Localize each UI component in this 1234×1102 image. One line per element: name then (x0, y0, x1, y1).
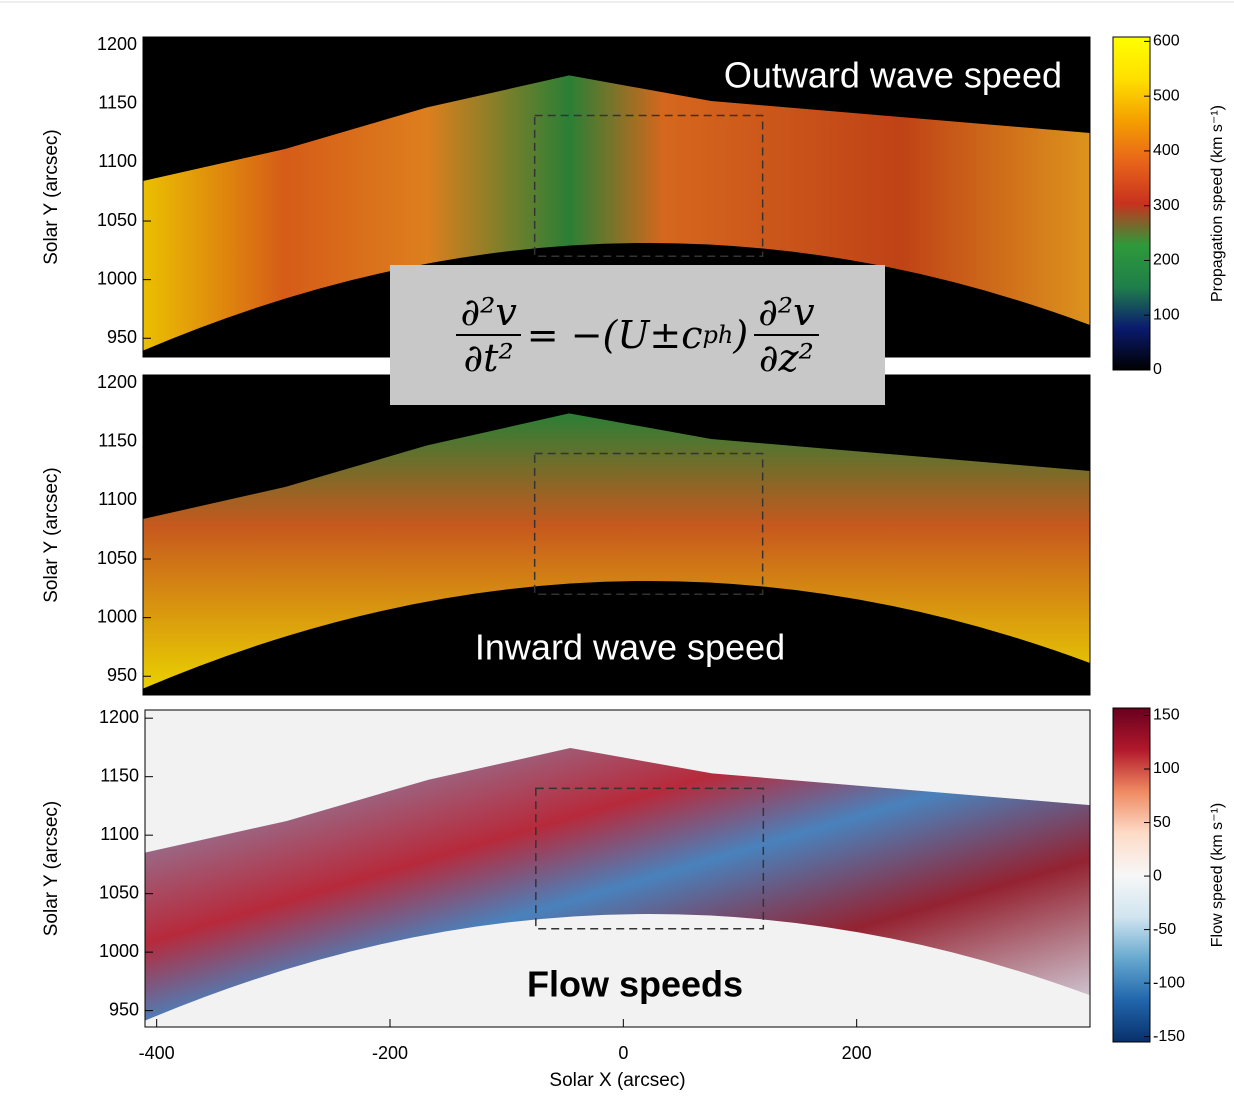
colorbar-tick-label: 0 (1153, 867, 1162, 884)
y-tick-label: 1000 (97, 268, 137, 288)
y-tick-label: 1200 (97, 372, 137, 392)
y-tick-label: 1050 (97, 548, 137, 568)
colorbar-tick-label: 500 (1153, 87, 1180, 104)
y-tick-label: 1100 (98, 151, 137, 171)
annotation: Outward wave speed (724, 55, 1062, 96)
eq-part: = −(U±c (526, 313, 703, 357)
colorbar-tick-label: -50 (1153, 921, 1176, 938)
y-tick-label: 1150 (98, 93, 137, 113)
colorbar-tick-label: 100 (1153, 306, 1180, 323)
plot-frame (144, 709, 1091, 1028)
colorbar-tick-label: 300 (1153, 197, 1180, 214)
colorbar-tick-label: -150 (1153, 1028, 1185, 1045)
equation: ∂²v ∂t² = −(U±c ph) ∂²v ∂z² (390, 265, 885, 405)
colorbar-tick-label: -100 (1153, 974, 1185, 991)
y-tick-label: 950 (107, 665, 137, 685)
colorbar-tick-label: 0 (1153, 361, 1162, 378)
region-box (533, 114, 764, 257)
annotation: Inward wave speed (475, 627, 785, 668)
eq-part: ) (733, 313, 749, 357)
eq-part: ∂²v (754, 290, 819, 336)
colorbar (1112, 707, 1151, 1043)
eq-part: ∂z² (758, 336, 814, 380)
colorbar-label: Propagation speed (km s⁻¹) (1209, 105, 1226, 302)
colorbar-tick-label: 50 (1153, 814, 1171, 831)
eq-part: ∂²v (456, 290, 521, 336)
x-tick-label: -200 (372, 1043, 408, 1063)
y-tick-label: 1150 (100, 765, 139, 785)
colorbar-tick-label: 150 (1153, 707, 1180, 724)
x-tick-label: -400 (139, 1043, 175, 1063)
y-axis-label: Solar Y (arcsec) (41, 801, 62, 937)
colorbar (1112, 36, 1151, 371)
colorbar-tick-label: 600 (1153, 33, 1180, 50)
y-tick-label: 1000 (99, 941, 139, 961)
y-tick-label: 1050 (99, 882, 139, 902)
colorbar-tick-label: 100 (1153, 760, 1180, 777)
region-box (535, 787, 765, 930)
eq-part: ∂t² (463, 336, 514, 380)
limb-arch (143, 580, 1090, 695)
region-box (533, 452, 764, 595)
x-tick-label: 0 (618, 1043, 628, 1063)
x-axis-label: Solar X (arcsec) (549, 1070, 685, 1091)
y-tick-label: 950 (107, 327, 137, 347)
y-tick-label: 1100 (100, 824, 139, 844)
x-tick-label: 200 (842, 1043, 872, 1063)
y-tick-label: 1150 (98, 431, 137, 451)
y-tick-label: 1200 (99, 707, 139, 727)
y-tick-label: 1100 (98, 489, 137, 509)
y-tick-label: 1050 (97, 210, 137, 230)
eq-part: ph (702, 321, 734, 349)
limb-arch (145, 914, 1090, 1027)
y-tick-label: 1000 (97, 606, 137, 626)
y-tick-label: 1200 (97, 34, 137, 54)
y-axis-label: Solar Y (arcsec) (41, 129, 62, 265)
colorbar-tick-label: 200 (1153, 252, 1180, 269)
y-tick-label: 950 (109, 999, 139, 1019)
annotation: Flow speeds (527, 964, 743, 1005)
colorbar-label: Flow speed (km s⁻¹) (1209, 803, 1226, 947)
colorbar-tick-label: 400 (1153, 142, 1180, 159)
y-axis-label: Solar Y (arcsec) (41, 467, 62, 603)
